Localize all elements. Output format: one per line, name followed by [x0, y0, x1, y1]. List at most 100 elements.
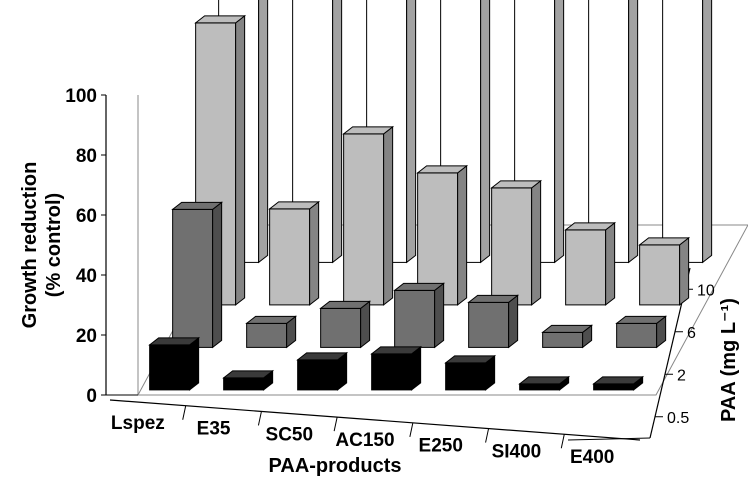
bar: [467, 294, 520, 349]
labels: 0 20 40 60 80 100 Growth reduction (% control) L…: [19, 86, 740, 477]
bar-top: [467, 294, 520, 303]
bar-side: [434, 282, 445, 349]
bar-top: [615, 315, 668, 324]
bar-top: [222, 370, 275, 379]
x-tick: [333, 417, 338, 432]
bar-front: [394, 289, 436, 348]
bar-front: [565, 229, 607, 306]
bar-top: [541, 324, 594, 333]
bar-top: [148, 337, 201, 346]
bar: [444, 354, 497, 391]
depth-axis-base: [567, 437, 651, 441]
bar-side: [628, 0, 639, 264]
depth-tick-label: 0.5: [667, 410, 689, 427]
bar-side: [235, 14, 246, 306]
bar: [518, 375, 571, 391]
bars: [148, 0, 713, 391]
bar-top: [171, 201, 224, 210]
bar-front: [246, 322, 288, 348]
bar: [171, 201, 224, 349]
x-tick: [182, 405, 187, 420]
bar: [564, 221, 617, 306]
bar-side: [212, 201, 223, 349]
bar-front: [149, 344, 191, 391]
bar-front: [320, 307, 362, 348]
bar: [342, 125, 395, 306]
bar-side: [406, 0, 417, 264]
bar-side: [258, 0, 269, 264]
bar-top: [490, 180, 543, 189]
bar-front: [616, 322, 658, 348]
bar-side: [702, 0, 713, 264]
x-tick-label: E35: [197, 419, 231, 440]
bar-side: [360, 300, 371, 349]
bar: [268, 200, 321, 306]
bar: [615, 315, 668, 349]
x-axis-title: PAA-products: [269, 455, 402, 477]
bar-front: [468, 301, 510, 348]
bar-top: [592, 376, 645, 385]
bar-front: [519, 383, 561, 391]
bar-side: [531, 179, 542, 306]
bar-front: [297, 359, 339, 391]
y-tick-label: 80: [76, 146, 97, 167]
y-tick-label: 40: [76, 266, 97, 287]
bar-front: [662, 0, 704, 263]
depth-axis-title: PAA (mg L⁻¹): [718, 298, 740, 422]
bar-front: [542, 331, 584, 348]
bar-front: [223, 377, 265, 391]
depth-tick-label: 6: [687, 325, 696, 342]
bar: [222, 369, 275, 391]
bar: [638, 236, 691, 306]
x-tick-label: E400: [570, 447, 614, 468]
bar-top: [342, 126, 395, 135]
bar-top: [296, 352, 349, 361]
bar-front: [172, 208, 214, 348]
bar: [148, 336, 201, 391]
bar: [370, 345, 423, 391]
bar-top: [638, 237, 691, 246]
bar: [319, 300, 372, 349]
bar-side: [383, 125, 394, 306]
y-axis-title: Growth reduction (% control): [19, 162, 65, 329]
bar: [662, 0, 713, 264]
bar-front: [593, 383, 635, 391]
y-tick-label: 20: [76, 326, 97, 347]
bar-side: [189, 336, 200, 391]
bar-top: [370, 346, 423, 355]
bar-side: [309, 200, 320, 306]
bar-side: [605, 221, 616, 306]
bar-top: [245, 315, 298, 324]
x-tick-label: Lspez: [111, 413, 165, 434]
bar-side: [457, 164, 468, 306]
bar-front: [371, 353, 413, 391]
bar-front: [639, 244, 681, 306]
y-axis-title-line: (% control): [43, 193, 65, 297]
x-tick-label: E250: [419, 436, 463, 457]
bar: [490, 179, 543, 306]
x-tick-label: SC50: [266, 424, 314, 445]
y-axis-title-line: Growth reduction: [19, 162, 41, 329]
bar: [245, 315, 298, 349]
bar-top: [393, 282, 446, 291]
x-tick-label: SI400: [492, 441, 542, 462]
y-tick-label: 0: [86, 386, 97, 407]
bar-side: [480, 0, 491, 264]
x-axis-line: [109, 399, 641, 441]
bar-side: [508, 294, 519, 349]
x-tick: [409, 422, 414, 437]
depth-tick-label: 2: [677, 367, 686, 384]
bar-front: [588, 0, 630, 263]
bar-top: [268, 201, 321, 210]
bar-top: [564, 222, 617, 231]
bar: [296, 351, 349, 391]
bar-front: [445, 362, 487, 391]
y-tick-label: 60: [76, 206, 97, 227]
x-tick-label: AC150: [335, 430, 394, 451]
bar-top: [194, 15, 247, 24]
depth-tick-label: 10: [697, 282, 715, 299]
bar-side: [554, 0, 565, 264]
bar-top: [444, 355, 497, 364]
bar: [393, 282, 446, 349]
